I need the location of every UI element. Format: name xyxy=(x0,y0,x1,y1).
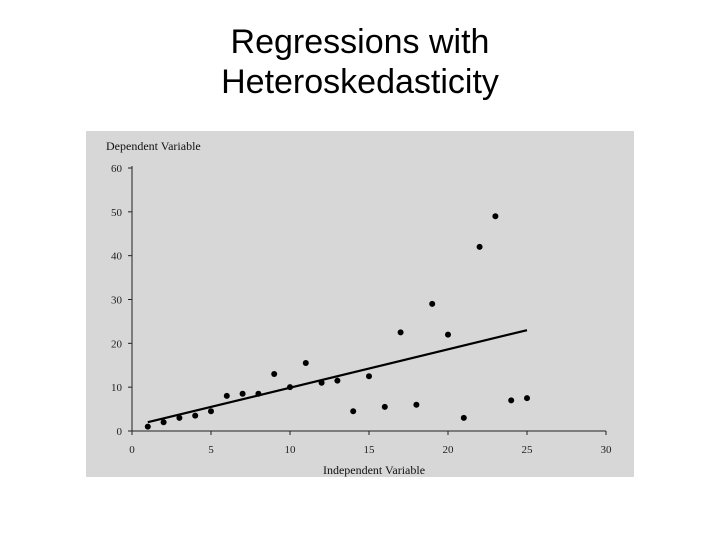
data-point xyxy=(429,300,436,307)
x-tick-label: 15 xyxy=(364,444,376,456)
data-point xyxy=(192,412,199,419)
data-point xyxy=(255,390,262,397)
y-tick-label: 50 xyxy=(111,207,123,219)
data-point xyxy=(524,395,530,402)
x-tick-label: 5 xyxy=(208,444,214,456)
data-point xyxy=(223,392,230,399)
data-point xyxy=(208,408,214,415)
slide-title-line-2: Heteroskedasticity xyxy=(221,63,499,101)
data-point xyxy=(334,377,341,384)
x-axis-label: Independent Variable xyxy=(323,463,425,477)
slide-title-line-1: Regressions with xyxy=(230,23,490,61)
y-tick-label: 20 xyxy=(111,338,123,350)
data-point xyxy=(476,243,483,250)
axes xyxy=(131,166,606,432)
y-axis-label: Dependent Variable xyxy=(106,139,201,153)
chart-panel: 0 10 20 30 40 50 60 0 5 10 15 20 25 30 Dependent Vari… xyxy=(86,131,634,477)
points xyxy=(144,213,530,430)
data-point xyxy=(318,379,325,386)
data-point xyxy=(508,397,515,404)
data-point xyxy=(413,401,420,408)
regression-line-group xyxy=(147,329,528,424)
x-tick-label: 0 xyxy=(129,444,135,456)
y-tick-label: 60 xyxy=(111,163,123,175)
x-tick-label: 30 xyxy=(601,444,613,456)
x-tick-label: 10 xyxy=(285,444,297,456)
data-point xyxy=(176,414,183,421)
data-point xyxy=(460,414,467,421)
data-point xyxy=(350,408,357,415)
y-tick-label: 0 xyxy=(117,426,123,438)
data-point xyxy=(381,403,388,410)
data-point xyxy=(492,213,499,220)
y-tick-label: 10 xyxy=(111,382,123,394)
slide-title: Regressions with Heteroskedasticity xyxy=(0,22,720,102)
data-point xyxy=(397,329,404,336)
data-point xyxy=(445,331,451,338)
y-tick-label: 40 xyxy=(111,251,123,263)
data-point xyxy=(271,371,278,378)
data-point xyxy=(239,390,246,397)
scatter-chart: 0 10 20 30 40 50 60 0 5 10 15 20 25 30 Dependent Vari… xyxy=(106,139,612,477)
y-tick-label: 30 xyxy=(111,295,123,307)
data-point xyxy=(144,423,151,430)
x-tick-label: 20 xyxy=(443,444,455,456)
data-point xyxy=(366,373,372,380)
ticks: 0 10 20 30 40 50 60 0 5 10 15 20 25 30 xyxy=(111,163,612,456)
data-point xyxy=(160,419,167,426)
x-tick-label: 25 xyxy=(522,444,534,456)
data-point xyxy=(302,360,309,367)
data-point xyxy=(287,384,293,391)
regression-line xyxy=(147,329,528,424)
